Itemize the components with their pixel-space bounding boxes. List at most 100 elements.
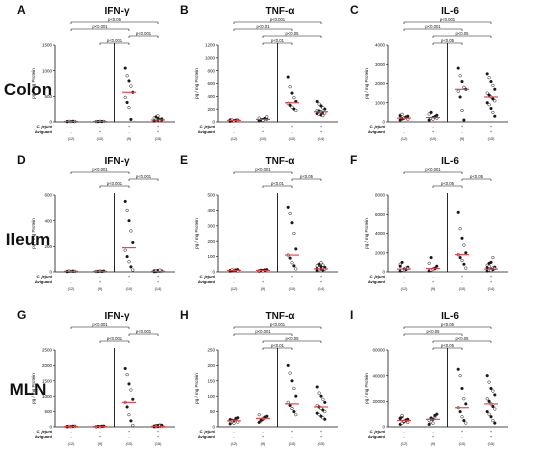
treatment-sign-D: - bbox=[70, 279, 72, 284]
group-n-C: (15) bbox=[488, 137, 495, 141]
y-tick-label-F: 2000 bbox=[375, 250, 386, 255]
y-tick-label-C: 3000 bbox=[375, 62, 386, 67]
data-point-F bbox=[458, 227, 462, 231]
data-point-H bbox=[286, 363, 290, 367]
bacteria-sign-H: + bbox=[320, 429, 323, 434]
group-n-G: (10) bbox=[126, 442, 133, 446]
data-point-C bbox=[485, 101, 489, 105]
data-point-I bbox=[406, 420, 410, 425]
data-point-I bbox=[462, 418, 466, 423]
data-point-C bbox=[462, 85, 466, 89]
bacteria-sign-G: - bbox=[99, 429, 101, 434]
y-tick-label-A: 1000 bbox=[42, 68, 53, 73]
data-point-D bbox=[125, 208, 129, 212]
data-point-I bbox=[493, 421, 497, 425]
data-point-I bbox=[491, 418, 495, 423]
data-point-F bbox=[435, 264, 439, 268]
row-label-colon: Colon bbox=[4, 80, 52, 99]
row-label-mln: MLN bbox=[10, 380, 47, 399]
data-point-D bbox=[123, 248, 127, 252]
treatment-sign-F: - bbox=[403, 279, 405, 284]
treatment-sign-I: + bbox=[432, 434, 435, 439]
data-point-E bbox=[286, 205, 290, 209]
bacteria-sign-E: + bbox=[320, 274, 323, 279]
y-tick-label-I: 60000 bbox=[372, 348, 385, 353]
sig-label-B: p<0.01 bbox=[257, 24, 271, 29]
panel-title-C: IL-6 bbox=[441, 6, 459, 17]
data-point-F bbox=[464, 251, 468, 255]
treatment-sign-C: - bbox=[461, 129, 463, 134]
sig-label-H: p<0.01 bbox=[271, 343, 285, 348]
data-point-C bbox=[429, 110, 433, 114]
y-axis-label-C: pg / mg Protein bbox=[364, 68, 369, 99]
data-point-A bbox=[125, 100, 129, 105]
data-point-F bbox=[460, 258, 464, 263]
bacteria-sign-G: + bbox=[157, 429, 160, 434]
treatment-sign-A: - bbox=[128, 129, 130, 134]
data-point-I bbox=[487, 399, 491, 403]
y-tick-label-G: 500 bbox=[44, 409, 52, 414]
data-point-C bbox=[487, 93, 491, 97]
bacteria-sign-E: + bbox=[291, 274, 294, 279]
treatment-sign-A: - bbox=[70, 129, 72, 134]
data-point-E bbox=[290, 221, 294, 225]
bacteria-row-label-F: C. jejuni bbox=[369, 274, 385, 279]
data-point-A bbox=[129, 117, 133, 122]
bacteria-sign-B: - bbox=[262, 124, 264, 129]
bacteria-row-label-E: C. jejuni bbox=[199, 274, 215, 279]
data-point-B bbox=[288, 85, 292, 89]
data-point-C bbox=[487, 103, 491, 107]
group-n-I: (12) bbox=[401, 442, 408, 446]
bacteria-row-label-G: C. jejuni bbox=[36, 429, 52, 434]
treatment-sign-G: + bbox=[99, 434, 102, 439]
row-label-ileum: Ileum bbox=[6, 230, 50, 249]
data-point-H bbox=[315, 385, 319, 389]
data-point-F bbox=[427, 261, 431, 265]
data-point-I bbox=[427, 422, 431, 427]
y-tick-label-D: 0 bbox=[49, 270, 52, 275]
y-tick-label-E: 500 bbox=[207, 193, 215, 198]
sig-label-C: p<0.001 bbox=[425, 24, 441, 29]
sig-label-A: p<0.05 bbox=[108, 17, 122, 22]
y-tick-label-B: 0 bbox=[212, 120, 215, 125]
data-point-B bbox=[288, 103, 292, 107]
y-tick-label-B: 1000 bbox=[205, 55, 216, 60]
treatment-row-label-D: Aviguard bbox=[35, 279, 53, 284]
treatment-sign-D: - bbox=[128, 279, 130, 284]
data-point-G bbox=[125, 373, 129, 377]
data-point-A bbox=[129, 84, 133, 88]
sig-label-C: p<0.001 bbox=[440, 17, 456, 22]
y-tick-label-B: 800 bbox=[207, 68, 215, 73]
data-point-E bbox=[292, 231, 296, 236]
group-n-H: (9) bbox=[261, 442, 266, 446]
panel-letter-I: I bbox=[350, 308, 353, 322]
data-point-D bbox=[131, 240, 135, 245]
y-axis-label-H: pg / mg Protein bbox=[194, 373, 199, 404]
data-point-D bbox=[127, 260, 131, 264]
bacteria-sign-I: + bbox=[490, 429, 493, 434]
data-point-E bbox=[288, 211, 292, 216]
group-n-A: (15) bbox=[155, 137, 162, 141]
data-point-D bbox=[129, 265, 133, 269]
bacteria-sign-F: + bbox=[461, 274, 464, 279]
group-n-B: (14) bbox=[318, 137, 325, 141]
sig-label-C: p<0.05 bbox=[456, 31, 470, 36]
y-tick-label-B: 600 bbox=[207, 81, 215, 86]
group-n-C: (12) bbox=[401, 137, 408, 141]
data-point-I bbox=[487, 380, 491, 384]
bacteria-sign-D: + bbox=[128, 274, 131, 279]
treatment-sign-H: + bbox=[320, 434, 323, 439]
data-point-I bbox=[489, 386, 493, 391]
data-point-F bbox=[400, 260, 404, 264]
group-n-F: (14) bbox=[488, 287, 495, 291]
bacteria-sign-A: - bbox=[99, 124, 101, 129]
bacteria-sign-H: - bbox=[233, 429, 235, 434]
data-point-I bbox=[460, 386, 464, 391]
treatment-sign-B: + bbox=[320, 129, 323, 134]
group-n-B: (10) bbox=[289, 137, 296, 141]
panel-letter-F: F bbox=[350, 153, 357, 167]
data-point-G bbox=[123, 366, 127, 371]
bacteria-sign-A: - bbox=[70, 124, 72, 129]
data-point-I bbox=[464, 402, 468, 406]
